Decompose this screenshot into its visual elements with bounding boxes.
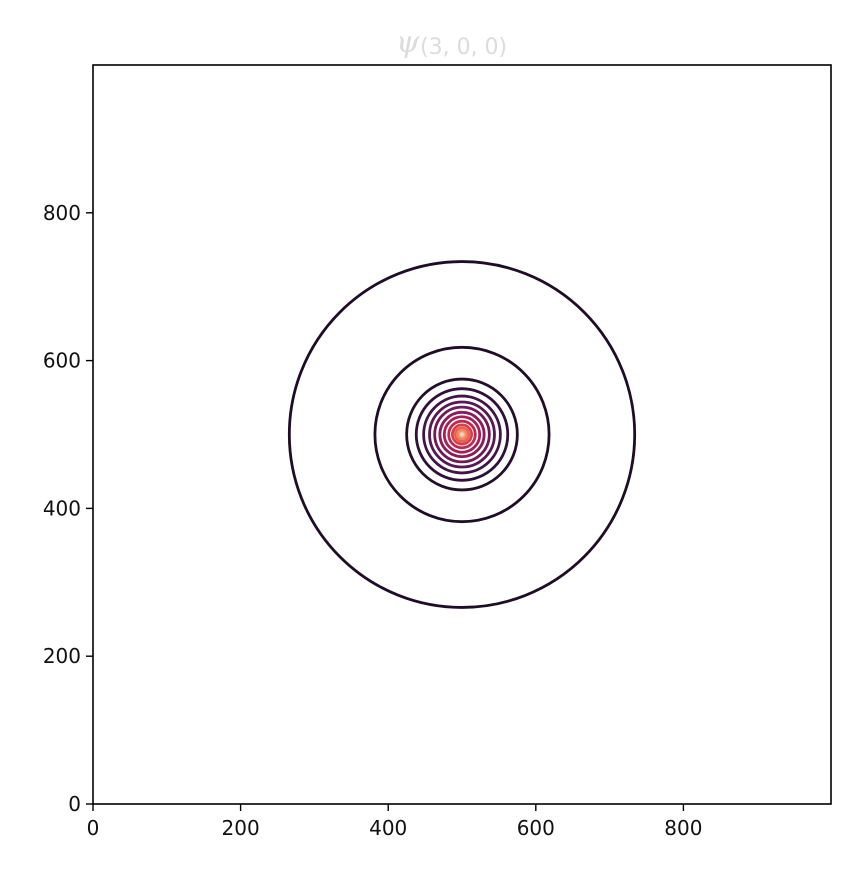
contour-line-7 [433,405,491,464]
contour-line-12 [453,426,471,443]
chart-title-symbol: ψ [396,25,420,60]
plot-frame [92,64,832,805]
contour-line-1 [287,260,637,609]
contour-line-2 [373,345,551,524]
contour-line-10 [447,419,477,450]
contour-line-6 [428,400,496,469]
contour-line-5 [422,394,502,475]
x-axis: 0 200 400 600 800 [87,804,702,840]
x-tick-label: 200 [222,816,260,840]
x-tick-label: 0 [87,816,100,840]
x-tick-label: 800 [664,816,702,840]
y-axis: 0 200 400 600 800 [43,201,93,816]
contour-line-15 [460,432,464,437]
contour-line-9 [442,415,482,454]
contour-line-14 [458,431,466,438]
contour-lines [287,260,637,609]
contour-line-8 [438,410,486,459]
y-tick-label: 200 [43,644,81,668]
contour-line-3 [405,377,519,492]
x-tick-label: 400 [369,816,407,840]
x-tick-label: 600 [517,816,555,840]
y-tick-label: 600 [43,349,81,373]
y-tick-label: 400 [43,496,81,520]
contour-line-4 [414,387,510,482]
contour-line-11 [451,423,473,446]
y-tick-label: 800 [43,201,81,225]
contour-line-13 [456,428,468,441]
y-tick-label: 0 [68,792,81,816]
chart-title-subscript: (3, 0, 0) [420,35,507,60]
